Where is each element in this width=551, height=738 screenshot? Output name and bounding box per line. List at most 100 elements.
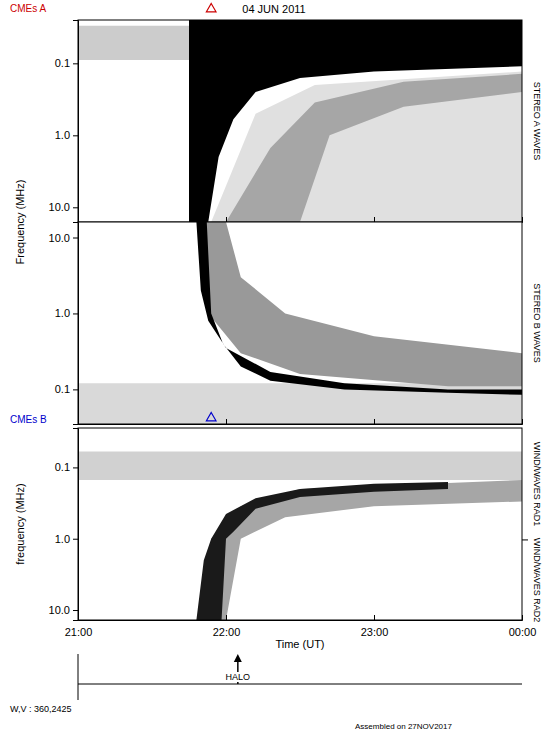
plot-frame	[78, 20, 522, 222]
y-tick: 10.0	[49, 232, 78, 244]
burst-region	[189, 20, 522, 222]
x-tick-mark	[522, 615, 523, 620]
y-tick-label: 10.0	[49, 232, 70, 244]
x-tick	[226, 217, 227, 222]
x-tick-mark	[226, 217, 227, 222]
x-tick-mark	[522, 217, 523, 222]
x-tick: 23:00	[361, 615, 389, 638]
x-axis-line	[79, 419, 523, 425]
plot-frame	[78, 428, 522, 620]
y-tick-mark	[73, 63, 78, 64]
y-axis-line	[73, 429, 79, 621]
y-tick-mark	[73, 313, 78, 314]
y-axis-line	[73, 223, 79, 425]
x-tick	[78, 419, 79, 424]
x-tick-label: 23:00	[361, 626, 389, 638]
event-strip-baseline	[78, 684, 522, 685]
y-tick-mark	[73, 135, 78, 136]
burst-region	[196, 482, 448, 620]
y-tick-mark	[73, 539, 78, 540]
burst-region	[211, 72, 522, 222]
y-axis-title: frequency (MHz)	[14, 483, 26, 564]
plot-background	[78, 20, 522, 222]
x-tick	[522, 419, 523, 424]
y-axis: 0.1 1.0 10.0	[49, 429, 79, 621]
marks	[78, 222, 522, 424]
y-tick: 1.0	[55, 307, 78, 319]
x-axis: 21:00 22:00 23:00 00:00	[65, 615, 537, 638]
y-axis-title: Frequency (MHz)	[14, 180, 26, 265]
y-tick-label: 1.0	[55, 129, 70, 141]
receiver-label: STEREO A WAVES	[532, 82, 542, 161]
x-tick-mark	[522, 419, 523, 424]
y-tick-label: 0.1	[55, 383, 70, 395]
receiver-label: WIND/WAVES RAD2	[532, 538, 542, 623]
y-tick: 1.0	[55, 533, 78, 545]
event-label: HALO	[226, 672, 251, 682]
x-tick-mark	[374, 615, 375, 620]
plot-background	[78, 222, 522, 424]
receiver-label: WIND/WAVES RAD1	[532, 442, 542, 527]
y-tick-label: 1.0	[55, 307, 70, 319]
y-tick-mark	[73, 610, 78, 611]
y-axis-line	[73, 21, 79, 223]
x-tick	[374, 217, 375, 222]
y-tick: 0.1	[55, 461, 78, 473]
plot-background	[78, 428, 522, 620]
x-tick: 21:00	[65, 615, 93, 638]
x-tick-mark	[78, 615, 79, 620]
x-tick-mark	[374, 419, 375, 424]
y-tick-label: 0.1	[55, 461, 70, 473]
event-strip-axis	[78, 654, 79, 700]
footer-text: W,V : 360,2425	[10, 704, 72, 714]
y-tick-label: 1.0	[55, 533, 70, 545]
receiver-divider	[522, 539, 528, 540]
x-tick-mark	[78, 217, 79, 222]
x-tick	[374, 419, 375, 424]
y-axis: 10.0 1.0 0.1	[49, 223, 79, 425]
receiver-label: STEREO B WAVES	[532, 283, 542, 363]
panel: 0.1 1.0 10.0 STEREO A WAVES CMEs A	[10, 3, 542, 223]
burst-region	[201, 480, 522, 620]
plot-frame	[78, 222, 522, 424]
burst-region	[226, 74, 522, 222]
marks	[78, 452, 522, 620]
x-tick	[522, 217, 523, 222]
x-axis-line	[79, 615, 523, 621]
y-tick-mark	[73, 467, 78, 468]
y-tick: 10.0	[49, 604, 78, 616]
event-label-patch	[225, 672, 252, 682]
x-tick	[226, 419, 227, 424]
burst-region	[78, 452, 522, 480]
y-axis: 0.1 1.0 10.0	[49, 21, 79, 223]
burst-region	[78, 26, 189, 60]
y-tick: 0.1	[55, 383, 78, 395]
y-tick-label: 10.0	[49, 201, 70, 213]
y-tick-label: 10.0	[49, 604, 70, 616]
y-tick-label: 0.1	[55, 57, 70, 69]
y-tick: 0.1	[55, 57, 78, 69]
cme-marker	[206, 412, 216, 420]
panel: 0.1 1.0 10.0 21:00 22:00 23:00 00:00 WIND/WAVES…	[49, 428, 542, 638]
panel: 10.0 1.0 0.1 STEREO B WAVES CMEs B	[10, 222, 542, 425]
cme-label: CMEs B	[10, 414, 47, 425]
footer-text: Assembled on 27NOV2017	[355, 722, 453, 731]
marks	[78, 20, 522, 222]
y-tick: 10.0	[49, 201, 78, 213]
y-tick-mark	[73, 389, 78, 390]
x-tick-mark	[226, 419, 227, 424]
y-tick: 1.0	[55, 129, 78, 141]
chart: 04 JUN 2011 0.1 1.0 10.0 STEREO A WAVES CMEs …	[0, 0, 551, 738]
x-tick: 22:00	[213, 615, 241, 638]
title: 04 JUN 2011	[242, 3, 305, 15]
x-tick-mark	[374, 217, 375, 222]
y-tick-mark	[73, 238, 78, 239]
event-strip: HALO	[78, 654, 522, 700]
x-axis	[79, 419, 523, 425]
x-axis-title: Time (UT)	[275, 638, 324, 650]
burst-region	[196, 222, 522, 395]
x-tick-label: 00:00	[509, 626, 537, 638]
cme-label: CMEs A	[10, 3, 46, 14]
x-tick-label: 21:00	[65, 626, 93, 638]
event-arrowhead	[234, 654, 242, 662]
